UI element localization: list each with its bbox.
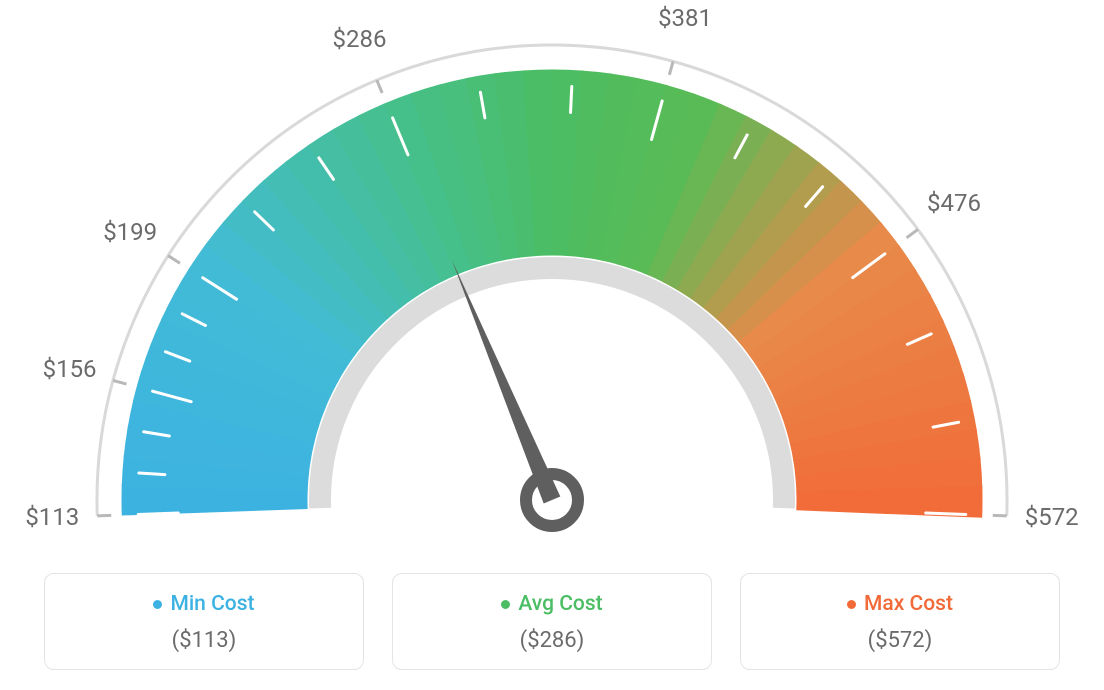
legend-card-avg: Avg Cost ($286) <box>392 573 712 670</box>
legend-value-max: ($572) <box>741 628 1059 653</box>
legend-title-max: Max Cost <box>847 592 953 616</box>
legend-title-min: Min Cost <box>153 592 254 616</box>
legend-value-avg: ($286) <box>393 628 711 653</box>
legend-card-min: Min Cost ($113) <box>44 573 364 670</box>
gauge-tick-label: $286 <box>332 25 386 53</box>
legend-value-min: ($113) <box>45 628 363 653</box>
gauge-tick-label: $572 <box>1025 503 1079 531</box>
legend-title-avg: Avg Cost <box>501 592 602 616</box>
legend-title-max-text: Max Cost <box>864 592 953 616</box>
gauge-tick-label: $381 <box>658 4 712 32</box>
gauge-container: $113 $156 $199 $286 $381 $476 $572 <box>0 0 1104 560</box>
legend-row: Min Cost ($113) Avg Cost ($286) Max Cost… <box>0 573 1104 670</box>
legend-title-avg-text: Avg Cost <box>518 592 602 616</box>
gauge-svg <box>0 0 1104 560</box>
gauge-tick-label: $113 <box>25 503 79 531</box>
gauge-tick-label: $156 <box>43 355 97 383</box>
legend-card-max: Max Cost ($572) <box>740 573 1060 670</box>
legend-title-min-text: Min Cost <box>170 592 254 616</box>
gauge-tick-label: $476 <box>927 189 981 217</box>
gauge-tick-label: $199 <box>103 218 157 246</box>
